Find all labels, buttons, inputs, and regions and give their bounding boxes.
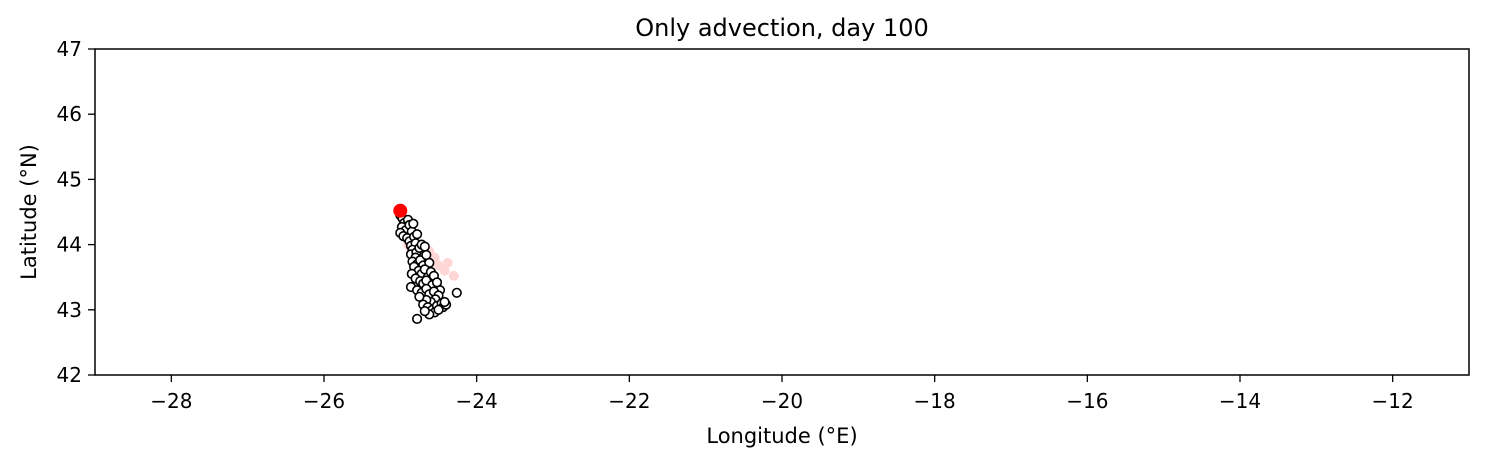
particle-point <box>412 229 423 240</box>
y-tick-label: 43 <box>57 298 82 322</box>
x-tick-label: −28 <box>150 389 192 413</box>
x-tick-label: −24 <box>456 389 498 413</box>
trail-point <box>448 270 459 281</box>
x-tick-label: −16 <box>1066 389 1108 413</box>
y-axis: 42 43 44 45 46 47 <box>57 37 95 387</box>
particle-point <box>408 218 419 229</box>
plot-area <box>393 203 462 325</box>
y-tick-label: 47 <box>57 37 82 61</box>
particle-point <box>412 313 423 325</box>
trail-point <box>439 265 450 276</box>
x-tick-label: −20 <box>761 389 803 413</box>
particle-point <box>419 241 430 252</box>
y-tick-label: 46 <box>57 102 82 126</box>
particle-point <box>419 306 430 317</box>
y-tick-label: 42 <box>57 363 82 387</box>
particle-point <box>414 291 425 302</box>
x-tick-label: −18 <box>914 389 956 413</box>
x-tick-label: −26 <box>303 389 345 413</box>
release-point <box>393 203 408 218</box>
x-tick-label: −14 <box>1219 389 1261 413</box>
particle-point <box>451 287 462 298</box>
x-axis: −28 −26 −24 −22 −20 −18 −16 −14 −12 <box>150 375 1414 413</box>
particle-point <box>433 304 444 315</box>
chart-title: Only advection, day 100 <box>635 14 929 42</box>
plot-frame <box>94 48 1470 376</box>
y-axis-label: Latitude (°N) <box>17 144 41 280</box>
trail-point <box>442 257 453 268</box>
particle-point <box>439 296 450 308</box>
x-axis-label: Longitude (°E) <box>706 424 857 448</box>
y-tick-label: 44 <box>57 233 82 257</box>
y-tick-label: 45 <box>57 167 82 191</box>
x-tick-label: −22 <box>608 389 650 413</box>
x-tick-label: −12 <box>1372 389 1414 413</box>
